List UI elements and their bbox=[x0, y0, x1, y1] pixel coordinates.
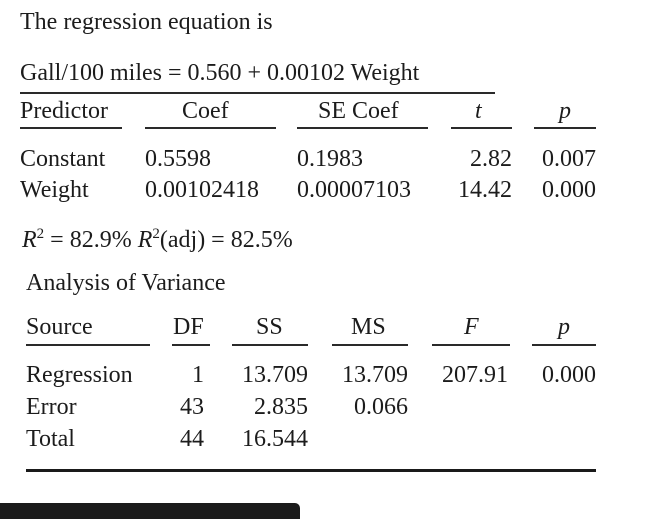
coef-header-rule-p bbox=[534, 127, 596, 129]
anova-row-total-ss: 16.544 bbox=[242, 426, 308, 452]
anova-header-ss: SS bbox=[256, 314, 283, 340]
coef-row-constant-coef: 0.5598 bbox=[145, 146, 211, 172]
anova-header-rule-ms bbox=[332, 344, 408, 346]
anova-header-ms: MS bbox=[351, 314, 386, 340]
coef-header-rule-coef bbox=[145, 127, 276, 129]
anova-row-regression-f: 207.91 bbox=[442, 362, 508, 388]
coef-row-weight-t: 14.42 bbox=[458, 177, 512, 203]
coef-row-weight-p: 0.000 bbox=[542, 177, 596, 203]
anova-header-df: DF bbox=[173, 314, 204, 340]
regression-equation: Gall/100 miles = 0.560 + 0.00102 Weight bbox=[20, 60, 420, 86]
r2-adj-value: (adj) = 82.5% bbox=[159, 227, 293, 253]
r2-adj-symbol: R bbox=[137, 227, 153, 253]
r2-exponent: 2 bbox=[36, 226, 45, 242]
anova-header-rule-p bbox=[532, 344, 596, 346]
anova-row-regression-ms: 13.709 bbox=[342, 362, 408, 388]
coef-header-predictor: Predictor bbox=[20, 98, 108, 124]
anova-row-error-ms: 0.066 bbox=[354, 394, 408, 420]
coef-row-weight-predictor: Weight bbox=[20, 177, 89, 203]
r2-value: = 82.9% bbox=[44, 227, 138, 253]
anova-header-f: F bbox=[464, 314, 479, 340]
coef-row-constant-p: 0.007 bbox=[542, 146, 596, 172]
anova-header-rule-f bbox=[432, 344, 510, 346]
anova-row-regression-source: Regression bbox=[26, 362, 133, 388]
coef-row-constant-predictor: Constant bbox=[20, 146, 106, 172]
r2-symbol: R bbox=[22, 227, 37, 253]
coef-row-weight-se-coef: 0.00007103 bbox=[297, 177, 411, 203]
coef-header-se-coef: SE Coef bbox=[318, 98, 399, 124]
regression-heading: The regression equation is bbox=[20, 9, 273, 35]
anova-header-rule-ss bbox=[232, 344, 308, 346]
anova-bottom-rule bbox=[26, 469, 596, 472]
anova-header-source: Source bbox=[26, 314, 93, 340]
anova-row-error-ss: 2.835 bbox=[254, 394, 308, 420]
anova-header-rule-df bbox=[172, 344, 210, 346]
anova-row-error-df: 43 bbox=[180, 394, 204, 420]
anova-row-total-df: 44 bbox=[180, 426, 204, 452]
r2-adj-exponent: 2 bbox=[152, 226, 160, 242]
anova-row-total-source: Total bbox=[26, 426, 75, 452]
anova-title: Analysis of Variance bbox=[26, 270, 226, 296]
coef-row-constant-t: 2.82 bbox=[470, 146, 512, 172]
coef-header-rule-se-coef bbox=[297, 127, 428, 129]
anova-header-p: p bbox=[558, 314, 570, 340]
coef-header-rule-t bbox=[451, 127, 512, 129]
coef-header-rule-predictor bbox=[20, 127, 122, 129]
coef-header-coef: Coef bbox=[182, 98, 229, 124]
coef-header-p: p bbox=[559, 98, 571, 124]
r-squared-line: R2 = 82.9% R2(adj) = 82.5% bbox=[22, 226, 293, 253]
bottom-dark-bar bbox=[0, 503, 300, 519]
anova-header-rule-source bbox=[26, 344, 150, 346]
anova-row-error-source: Error bbox=[26, 394, 77, 420]
coef-row-weight-coef: 0.00102418 bbox=[145, 177, 259, 203]
equation-underline bbox=[20, 92, 495, 94]
anova-row-regression-df: 1 bbox=[192, 362, 204, 388]
anova-row-regression-ss: 13.709 bbox=[242, 362, 308, 388]
anova-row-regression-p: 0.000 bbox=[542, 362, 596, 388]
coef-header-t: t bbox=[475, 98, 482, 124]
coef-row-constant-se-coef: 0.1983 bbox=[297, 146, 363, 172]
